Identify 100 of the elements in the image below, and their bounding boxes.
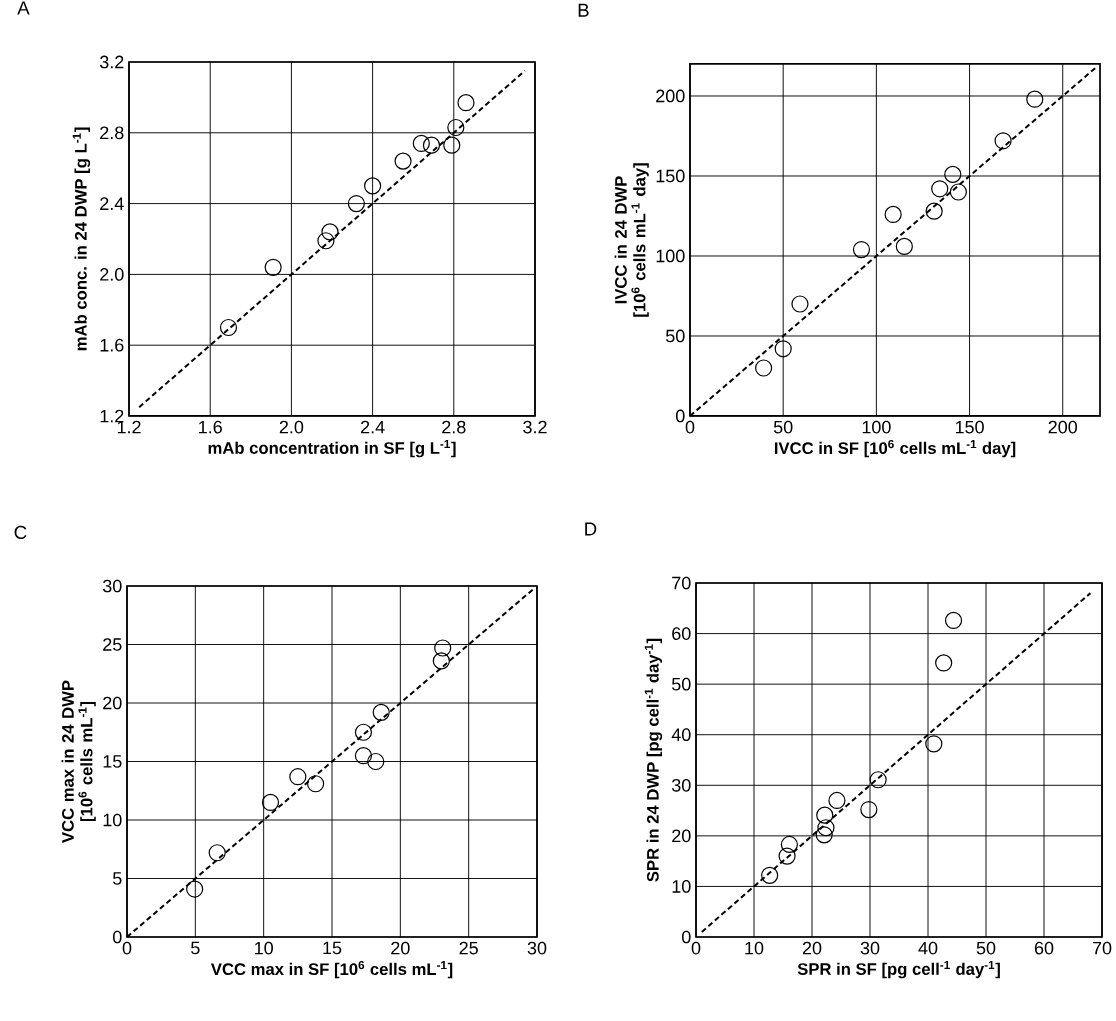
x-axis-title: SPR in SF [pg cell$^{-1}$ day$^{-1}$] [797,960,1000,979]
point [261,793,280,812]
chart-title: C [14,525,27,539]
point [289,768,307,786]
y-tick-label: 2.4 [100,197,124,210]
point [347,194,365,213]
point [443,136,461,154]
y-tick-label: 40 [671,728,691,742]
x-tick-label: 150 [955,420,984,434]
point [432,652,450,670]
x-tick-label: 10 [745,941,764,955]
point [307,775,325,793]
x-axis-title: VCC max in SF [10$^{6}$ cells mL$^{-1}$] [210,960,453,979]
x-tick-label: 25 [459,941,478,955]
point [925,202,943,220]
y-tick-label: 50 [671,677,691,691]
x-tick-label: 50 [976,941,996,955]
point [208,844,226,862]
point [817,819,835,837]
y-tick-label: 1.6 [100,338,124,352]
point [317,232,335,250]
chart-title: A [17,1,30,15]
x-tick-label: 2.8 [442,420,466,434]
x-tick-label: 20 [391,941,410,955]
x-tick-label: 2.4 [360,420,385,434]
x-axis-title: IVCC in SF [10$^{6}$ cells mL$^{-1}$ day] [774,439,1016,458]
point [935,654,953,672]
point [852,240,871,259]
y-tick-label: 5 [112,872,122,885]
point [884,205,902,223]
x-tick-label: 60 [1034,941,1054,955]
y-tick-label: 20 [672,829,691,843]
y-tick-label: 0 [112,930,122,944]
point [780,835,798,854]
point [412,134,430,153]
point [925,735,943,753]
point [422,136,441,154]
y-tick-label: 60 [672,627,691,640]
x-tick-label: 30 [527,941,547,955]
point [364,177,382,195]
point [186,880,204,898]
y-tick-label: 0 [676,409,685,423]
point [869,771,887,789]
x-tick-label: 50 [773,420,793,434]
y-axis-title: SPR in 24 DWP [pg cell$^{-1}$ day$^{-1}$] [644,638,663,882]
point [774,340,792,358]
point [1026,90,1044,108]
x-tick-label: 70 [1092,941,1112,955]
y-tick-label: 2.0 [100,268,124,281]
x-tick-label: 3.2 [523,420,547,434]
point [944,611,963,630]
x-axis-title: mAb concentration in SF [g L$^{-1}$] [208,439,456,458]
point [791,295,809,313]
y-tick-label: 0 [682,930,691,944]
point [949,183,967,201]
point [944,165,962,183]
y-tick-label: 15 [103,755,122,768]
x-tick-label: 40 [918,941,938,955]
y-axis-title: mAb conc. in 24 DWP [g L$^{-1}$] [72,127,91,351]
point [394,152,412,170]
y-tick-label: 50 [665,329,685,343]
y-tick-label: 3.2 [99,55,124,69]
chart-title: D [585,522,597,536]
x-tick-label: 2.0 [279,420,304,434]
point [457,94,475,112]
point [447,118,465,137]
y-tick-label: 200 [656,89,685,103]
point [354,723,373,741]
x-tick-label: 200 [1048,420,1078,434]
x-tick-label: 15 [323,941,342,955]
y-tick-label: 150 [656,169,685,183]
point [761,866,779,884]
x-tick-label: 0 [691,941,701,955]
x-tick-label: 5 [191,941,200,955]
chart-title: B [578,3,589,17]
x-tick-label: 10 [255,941,273,955]
point [434,639,452,657]
y-tick-label: 20 [103,696,122,710]
point [778,847,796,865]
point [367,752,385,771]
x-tick-label: 20 [802,941,822,955]
point [354,747,373,765]
point [994,132,1012,150]
y-tick-label: 10 [103,813,122,827]
point [372,703,390,721]
y-tick-label: 2.8 [100,126,124,140]
point [828,791,846,810]
y-tick-label: 100 [656,249,685,263]
x-tick-label: 1.6 [199,420,222,434]
x-tick-label: 100 [862,420,891,434]
point [895,237,913,255]
point [816,806,834,824]
point [321,223,339,241]
y-tick-label: 25 [103,638,122,651]
point [264,258,282,276]
y-tick-label: 30 [102,579,122,593]
point [219,318,238,337]
point [815,826,833,844]
point [755,359,773,377]
x-tick-label: 30 [860,941,880,955]
